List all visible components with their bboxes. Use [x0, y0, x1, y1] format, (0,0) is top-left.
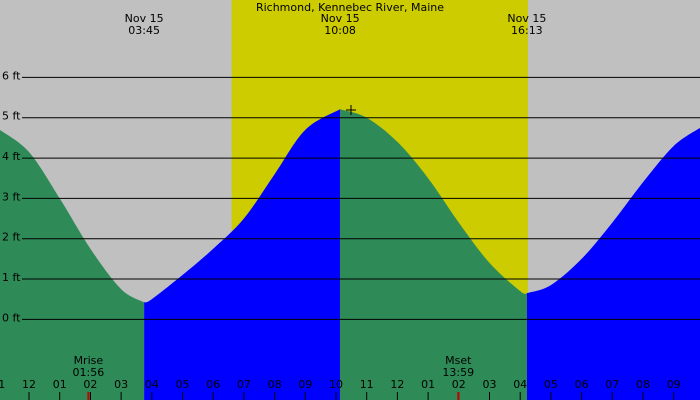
- x-tick-label: 06: [575, 378, 589, 391]
- rising-tide-area: [144, 109, 340, 400]
- event-time: 10:08: [324, 24, 356, 37]
- y-tick-label: 2 ft: [2, 231, 21, 244]
- x-tick-label: 03: [114, 378, 128, 391]
- y-tick-label: 5 ft: [2, 110, 21, 123]
- x-tick-label: 01: [53, 378, 67, 391]
- x-tick-label: 11: [0, 378, 5, 391]
- moon-time: 01:56: [73, 366, 105, 379]
- x-tick-label: 08: [268, 378, 282, 391]
- falling-tide-area: [0, 129, 145, 400]
- y-tick-label: 0 ft: [2, 311, 21, 324]
- event-date: Nov 15: [507, 12, 546, 25]
- x-tick-label: 05: [176, 378, 190, 391]
- rising-tide-area: [526, 127, 700, 400]
- y-tick-label: 4 ft: [2, 150, 21, 163]
- moon-event: Mset: [445, 354, 472, 367]
- x-tick-label: 12: [390, 378, 404, 391]
- x-tick-label: 09: [298, 378, 312, 391]
- event-time: 03:45: [128, 24, 160, 37]
- event-date: Nov 15: [125, 12, 164, 25]
- x-tick-label: 11: [360, 378, 374, 391]
- moon-event: Mrise: [74, 354, 104, 367]
- x-tick-label: 02: [83, 378, 97, 391]
- x-tick-label: 05: [544, 378, 558, 391]
- x-tick-label: 04: [145, 378, 159, 391]
- x-tick-label: 12: [22, 378, 36, 391]
- chart-title: Richmond, Kennebec River, Maine: [256, 1, 444, 14]
- x-tick-label: 09: [667, 378, 681, 391]
- event-date: Nov 15: [321, 12, 360, 25]
- moon-time: 13:59: [442, 366, 474, 379]
- x-tick-label: 01: [421, 378, 435, 391]
- x-tick-label: 03: [482, 378, 496, 391]
- y-tick-label: 3 ft: [2, 190, 21, 203]
- x-tick-label: 08: [636, 378, 650, 391]
- x-tick-label: 04: [513, 378, 527, 391]
- x-tick-label: 07: [237, 378, 251, 391]
- event-time: 16:13: [511, 24, 543, 37]
- x-tick-label: 07: [605, 378, 619, 391]
- y-tick-label: 6 ft: [2, 69, 21, 82]
- y-tick-label: 1 ft: [2, 271, 21, 284]
- cursor-cross: [346, 105, 356, 115]
- x-tick-label: 02: [452, 378, 466, 391]
- falling-tide-area: [339, 109, 527, 400]
- x-tick-label: 10: [329, 378, 343, 391]
- x-tick-label: 06: [206, 378, 220, 391]
